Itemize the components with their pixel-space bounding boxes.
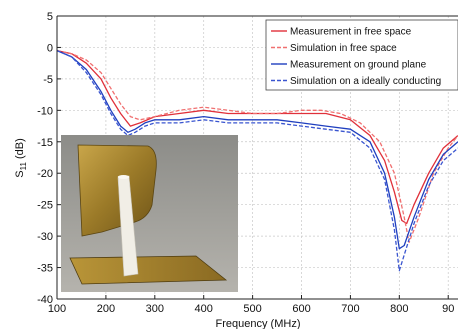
x-tick-label: 100	[48, 303, 66, 315]
x-tick-label: 700	[341, 303, 359, 315]
y-tick-label: -15	[37, 137, 53, 149]
antenna-radiator	[77, 144, 157, 237]
axes	[56, 15, 458, 300]
y-axis-label-sub: 11	[19, 162, 28, 171]
legend-label-4: Simulation on a ideally conducting	[290, 76, 441, 87]
legend-label-3: Measurement on ground plane	[290, 60, 427, 71]
y-axis-label-unit: (dB)	[14, 138, 26, 162]
y-tick-label: -25	[37, 200, 53, 212]
x-tick-label: 300	[146, 303, 164, 315]
y-tick-label: 5	[47, 11, 53, 23]
antenna-photo-inset	[61, 135, 238, 292]
y-axis-label-main: S	[14, 170, 26, 177]
y-tick-label: -30	[37, 231, 53, 243]
y-tick-label: 0	[47, 42, 53, 54]
x-tick-label: 600	[292, 303, 310, 315]
y-tick-label: -20	[37, 168, 53, 180]
legend-box	[265, 19, 458, 91]
x-tick-label: 800	[390, 303, 408, 315]
support-post-top	[117, 175, 130, 179]
series-line-3	[56, 50, 458, 250]
y-tick-label: -5	[43, 74, 53, 86]
y-tick-label: -10	[37, 105, 53, 117]
legend-label-1: Measurement in free space	[290, 27, 412, 38]
x-tick-label: 500	[243, 303, 261, 315]
x-tick-label: 400	[195, 303, 213, 315]
x-axis-label: Frequency (MHz)	[216, 318, 301, 329]
x-tick-label: 90	[442, 303, 454, 315]
x-tick-label: 200	[97, 303, 115, 315]
y-tick-label: -40	[37, 294, 53, 306]
legend: Measurement in free space Simulation in f…	[265, 19, 458, 91]
y-tick-label: -35	[37, 263, 53, 275]
series-line-4	[56, 50, 458, 272]
series-lines	[56, 49, 458, 272]
ground-plane	[69, 255, 228, 285]
tick-labels: 100 200 300 400 500 600 700 800 90 5 0 -5 -10 -15 -20 -…	[37, 11, 454, 315]
y-axis-label: S11 (dB)	[14, 138, 28, 178]
legend-label-2: Simulation in free space	[290, 43, 397, 54]
